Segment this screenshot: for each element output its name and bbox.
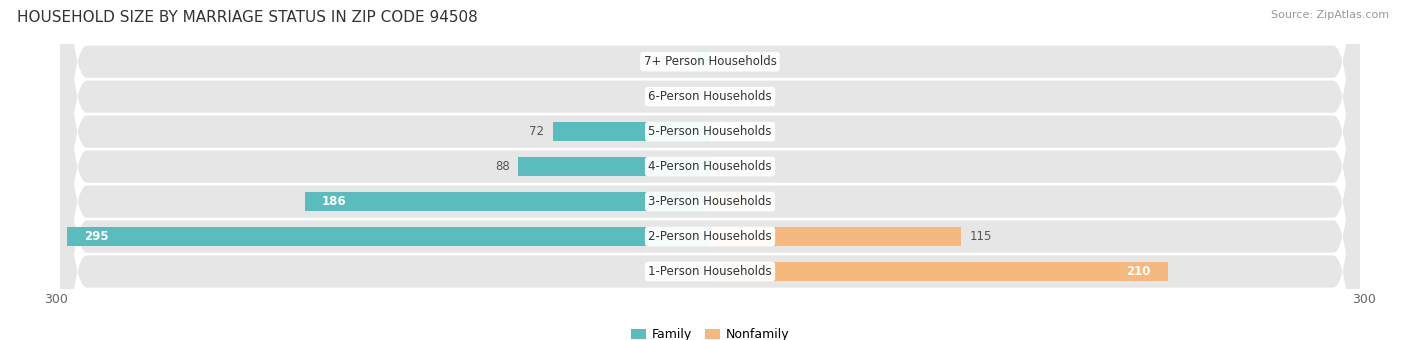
Bar (67, 227, 710, 246)
Text: 0: 0 (695, 90, 702, 103)
FancyBboxPatch shape (60, 0, 1360, 340)
Legend: Family, Nonfamily: Family, Nonfamily (626, 323, 794, 340)
Text: 295: 295 (84, 230, 110, 243)
Text: 3-Person Households: 3-Person Households (648, 195, 772, 208)
Text: 0: 0 (718, 90, 725, 103)
Text: 2-Person Households: 2-Person Households (648, 230, 772, 243)
FancyBboxPatch shape (60, 0, 1360, 340)
Text: 4-Person Households: 4-Person Households (648, 160, 772, 173)
Text: 7+ Person Households: 7+ Person Households (644, 55, 776, 68)
Text: 0: 0 (718, 125, 725, 138)
Text: 186: 186 (322, 195, 347, 208)
Bar (710, 227, 960, 246)
FancyBboxPatch shape (60, 0, 1360, 340)
Bar (553, 122, 710, 141)
Bar (710, 192, 742, 211)
Text: 115: 115 (969, 230, 991, 243)
Text: 15: 15 (751, 195, 766, 208)
FancyBboxPatch shape (60, 0, 1360, 340)
Text: 0: 0 (718, 55, 725, 68)
Bar (519, 157, 710, 176)
FancyBboxPatch shape (60, 0, 1360, 340)
Text: 5-Person Households: 5-Person Households (648, 125, 772, 138)
Text: 0: 0 (718, 160, 725, 173)
Text: 7: 7 (679, 55, 686, 68)
Bar (695, 52, 710, 71)
Text: 210: 210 (1126, 265, 1150, 278)
Text: 1-Person Households: 1-Person Households (648, 265, 772, 278)
Text: 72: 72 (530, 125, 544, 138)
Text: 6-Person Households: 6-Person Households (648, 90, 772, 103)
Bar (710, 262, 1167, 281)
Text: Source: ZipAtlas.com: Source: ZipAtlas.com (1271, 10, 1389, 20)
Text: HOUSEHOLD SIZE BY MARRIAGE STATUS IN ZIP CODE 94508: HOUSEHOLD SIZE BY MARRIAGE STATUS IN ZIP… (17, 10, 478, 25)
Bar (305, 192, 710, 211)
Text: 0: 0 (695, 265, 702, 278)
Text: 88: 88 (495, 160, 509, 173)
FancyBboxPatch shape (60, 0, 1360, 340)
FancyBboxPatch shape (60, 0, 1360, 340)
